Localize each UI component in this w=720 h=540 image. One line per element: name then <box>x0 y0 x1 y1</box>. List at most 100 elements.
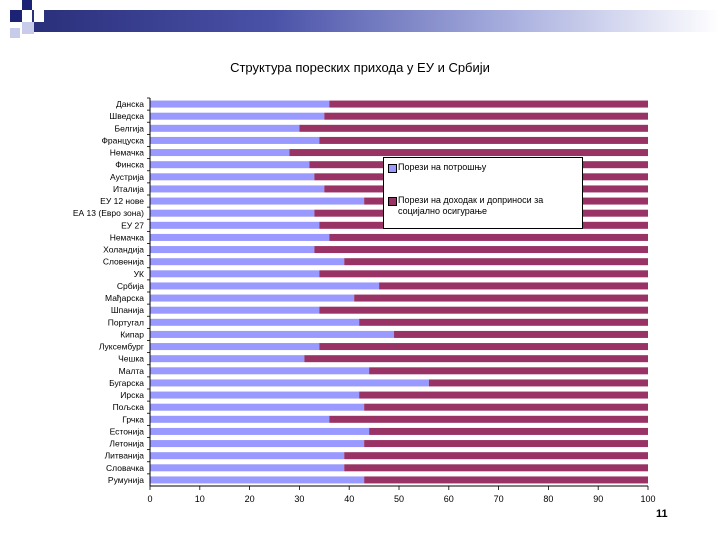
deco-square-4 <box>22 0 32 10</box>
bar-consumption-30 <box>150 464 345 472</box>
deco-square-1 <box>10 10 22 22</box>
bar-consumption-24 <box>150 391 360 399</box>
bar-consumption-25 <box>150 403 365 411</box>
bar-income-12 <box>314 246 648 254</box>
legend-label-consumption: Порези на потрошњу <box>398 162 487 172</box>
x-tick-label-4: 40 <box>344 494 354 504</box>
bar-consumption-17 <box>150 306 320 314</box>
bar-consumption-1 <box>150 112 325 120</box>
x-tick-label-1: 10 <box>195 494 205 504</box>
bar-consumption-9 <box>150 209 315 217</box>
bar-consumption-4 <box>150 149 290 157</box>
x-tick-label-6: 60 <box>444 494 454 504</box>
category-label-29: Литванија <box>105 451 145 461</box>
category-label-1: Шведска <box>109 111 144 121</box>
bar-income-31 <box>364 476 648 484</box>
bar-income-18 <box>359 318 648 326</box>
header-band <box>32 10 720 32</box>
bar-consumption-2 <box>150 124 300 132</box>
bar-income-1 <box>324 112 648 120</box>
bar-consumption-28 <box>150 440 365 448</box>
category-label-26: Грчка <box>122 414 144 424</box>
bar-income-24 <box>359 391 648 399</box>
legend: Порези на потрошњу Порези на доходак и д… <box>383 157 583 229</box>
bar-income-23 <box>428 379 648 387</box>
bar-consumption-20 <box>150 343 320 351</box>
bar-income-4 <box>289 149 648 157</box>
deco-square-3 <box>10 28 20 38</box>
category-label-12: Холандија <box>103 245 144 255</box>
bar-consumption-29 <box>150 452 345 460</box>
x-tick-label-2: 20 <box>245 494 255 504</box>
category-label-5: Финска <box>115 160 144 170</box>
bar-consumption-10 <box>150 221 320 229</box>
category-label-24: Ирска <box>120 390 144 400</box>
bar-income-0 <box>329 100 648 108</box>
category-label-31: Румунија <box>108 475 144 485</box>
x-tick-label-0: 0 <box>147 494 152 504</box>
x-tick-label-10: 100 <box>640 494 655 504</box>
bar-consumption-18 <box>150 318 360 326</box>
category-label-27: Естонија <box>110 426 145 436</box>
bar-consumption-8 <box>150 197 365 205</box>
category-label-2: Белгија <box>115 123 145 133</box>
bar-consumption-3 <box>150 136 320 144</box>
bar-consumption-0 <box>150 100 330 108</box>
category-label-30: Словачка <box>106 463 144 473</box>
bar-income-2 <box>299 124 648 132</box>
bar-consumption-6 <box>150 173 315 181</box>
bar-income-29 <box>344 452 648 460</box>
bar-consumption-27 <box>150 427 370 435</box>
category-label-10: ЕУ 27 <box>121 220 144 230</box>
bar-income-3 <box>319 136 648 144</box>
category-label-4: Немачка <box>110 148 145 158</box>
legend-swatch-consumption <box>388 164 397 173</box>
bar-income-16 <box>354 294 648 302</box>
bar-consumption-16 <box>150 294 355 302</box>
legend-label-income: Порези на доходак и доприноси за социјал… <box>398 195 544 216</box>
bar-income-20 <box>319 343 648 351</box>
category-label-8: ЕУ 12 нове <box>100 196 144 206</box>
bar-consumption-7 <box>150 185 325 193</box>
x-tick-label-5: 50 <box>394 494 404 504</box>
category-label-21: Чешка <box>118 354 144 364</box>
category-label-25: Пољска <box>113 402 145 412</box>
category-label-20: Луксембург <box>99 342 144 352</box>
category-label-15: Србија <box>117 281 144 291</box>
category-label-3: Француска <box>101 135 144 145</box>
bar-income-30 <box>344 464 648 472</box>
deco-square-5 <box>34 10 44 22</box>
category-label-23: Бугарска <box>109 378 144 388</box>
category-label-28: Летонија <box>109 439 144 449</box>
bar-income-13 <box>344 258 648 266</box>
bar-income-19 <box>394 330 648 338</box>
category-label-22: Малта <box>119 366 145 376</box>
bar-consumption-31 <box>150 476 365 484</box>
category-label-19: Кипар <box>120 329 144 339</box>
category-label-18: Португал <box>108 317 144 327</box>
bar-income-21 <box>304 355 648 363</box>
page-number: 11 <box>656 508 668 520</box>
category-label-13: Словенија <box>103 257 144 267</box>
category-label-0: Данска <box>116 99 144 109</box>
bar-income-14 <box>319 270 648 278</box>
bar-income-15 <box>379 282 648 290</box>
bar-consumption-13 <box>150 258 345 266</box>
bar-consumption-21 <box>150 355 305 363</box>
bar-consumption-23 <box>150 379 429 387</box>
bar-consumption-5 <box>150 161 310 169</box>
category-label-9: ЕА 13 (Евро зона) <box>73 208 144 218</box>
x-tick-label-7: 70 <box>494 494 504 504</box>
x-tick-label-9: 90 <box>593 494 603 504</box>
legend-swatch-income <box>388 197 397 206</box>
bar-income-28 <box>364 440 648 448</box>
category-label-11: Немачка <box>110 232 145 242</box>
category-label-17: Шпанија <box>111 305 144 315</box>
deco-square-2 <box>22 22 34 34</box>
bar-consumption-19 <box>150 330 395 338</box>
category-label-14: УК <box>134 269 144 279</box>
bar-consumption-14 <box>150 270 320 278</box>
category-label-16: Мађарска <box>105 293 144 303</box>
bar-income-25 <box>364 403 648 411</box>
